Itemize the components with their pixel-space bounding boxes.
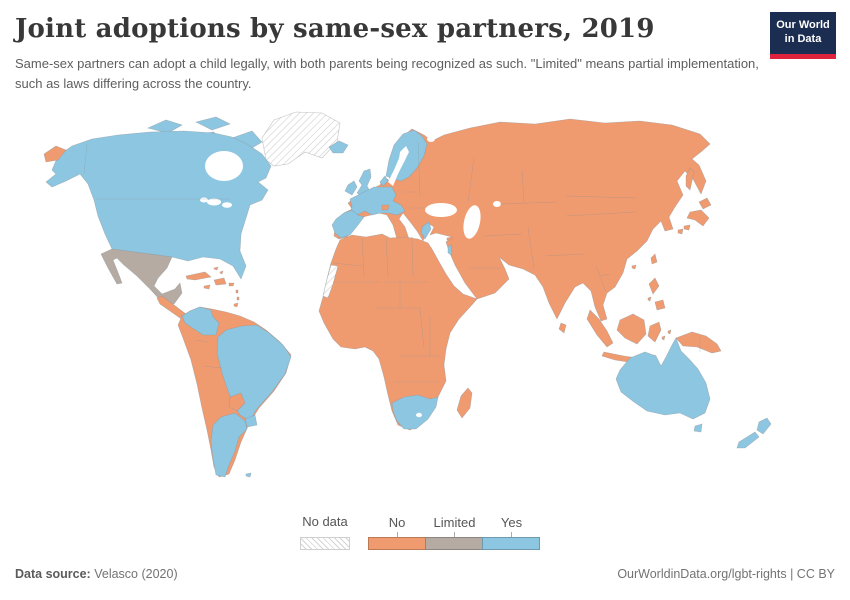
legend-no-data-label: No data	[302, 514, 348, 529]
country-borders	[83, 141, 701, 383]
data-source-value: Velasco (2020)	[94, 567, 178, 581]
map-region-argentina[interactable]	[210, 412, 248, 478]
legend-swatch-no	[368, 537, 426, 550]
map-region-australia[interactable]	[615, 337, 711, 420]
legend-item-limited[interactable]: Limited	[425, 515, 483, 550]
map-region-ireland[interactable]	[344, 180, 358, 196]
map-region-iberia[interactable]	[331, 209, 365, 239]
great-lakes	[207, 198, 221, 206]
map-region-tasmania[interactable]	[693, 423, 703, 433]
gulf-of-bothnia	[398, 146, 409, 166]
white-sea	[427, 136, 435, 142]
map-region-iceland[interactable]	[328, 140, 349, 154]
caspian-sea	[463, 205, 481, 239]
chart-subtitle: Same-sex partners can adopt a child lega…	[15, 56, 759, 91]
map-region-new-zealand[interactable]	[736, 417, 772, 449]
map-region-south-africa[interactable]	[391, 394, 439, 430]
map-region-mexico[interactable]	[100, 248, 183, 305]
hudson-bay	[205, 151, 243, 181]
map-region-madagascar[interactable]	[456, 387, 473, 419]
data-source-label: Data source:	[15, 567, 91, 581]
map-region-switzerland[interactable]	[381, 204, 390, 211]
legend-label-limited: Limited	[433, 515, 476, 530]
map-region-denmark[interactable]	[379, 175, 389, 187]
owid-logo-line1: Our World	[776, 19, 830, 31]
legend-label-yes: Yes	[500, 515, 523, 530]
map-region-japan[interactable]	[677, 197, 712, 235]
map-region-paraguay[interactable]	[228, 392, 246, 412]
owid-logo-red-bar	[770, 53, 836, 59]
great-lakes-west	[200, 197, 208, 203]
legend-bar: No Limited Yes	[368, 515, 540, 550]
legend-no-data[interactable]: No data	[300, 514, 350, 550]
map-region-colombia[interactable]	[181, 306, 220, 336]
owid-logo[interactable]: Our World in Data	[770, 12, 836, 59]
footer-license: | CC BY	[790, 567, 835, 581]
aral-sea	[493, 201, 501, 207]
legend-swatch-limited	[425, 537, 483, 550]
legend-tick	[396, 532, 398, 537]
map-region-chukotka-west[interactable]	[43, 145, 67, 163]
legend-item-yes[interactable]: Yes	[482, 515, 540, 550]
legend-swatch-yes	[482, 537, 540, 550]
map-region-caribbean[interactable]	[185, 266, 240, 308]
lesotho-enclave	[416, 412, 422, 418]
map-region-sri-lanka[interactable]	[558, 322, 567, 334]
map-region-greece[interactable]	[420, 221, 432, 240]
legend-tick	[511, 532, 512, 537]
map-region-western-europe[interactable]	[349, 186, 406, 216]
black-sea	[425, 203, 457, 217]
map-legend: No data No Limited Yes	[300, 514, 540, 550]
owid-logo-line2: in Data	[784, 33, 822, 46]
legend-item-no[interactable]: No	[368, 515, 426, 550]
world-choropleth-map[interactable]	[0, 108, 850, 513]
legend-label-no: No	[388, 515, 406, 530]
map-region-israel[interactable]	[447, 244, 453, 256]
page-title: Joint adoptions by same-sex partners, 20…	[15, 14, 655, 44]
chart-footer: Data source: Velasco (2020) OurWorldinDa…	[15, 567, 835, 581]
great-lakes-east	[222, 202, 232, 208]
legend-no-data-swatch	[300, 537, 350, 550]
map-region-cyprus[interactable]	[446, 236, 453, 241]
map-region-western-sahara[interactable]	[322, 264, 339, 299]
map-region-uruguay[interactable]	[244, 414, 258, 428]
map-region-falkland-islands[interactable]	[245, 472, 252, 478]
map-region-sakhalin[interactable]	[685, 167, 695, 191]
footer-link[interactable]: OurWorldinData.org/lgbt-rights	[617, 567, 787, 581]
legend-tick	[454, 532, 455, 537]
map-region-southeast-asian-islands[interactable]	[586, 253, 722, 364]
map-region-greenland[interactable]	[261, 111, 341, 167]
credits: OurWorldinData.org/lgbt-rights | CC BY	[617, 567, 835, 581]
data-source: Data source: Velasco (2020)	[15, 567, 178, 581]
